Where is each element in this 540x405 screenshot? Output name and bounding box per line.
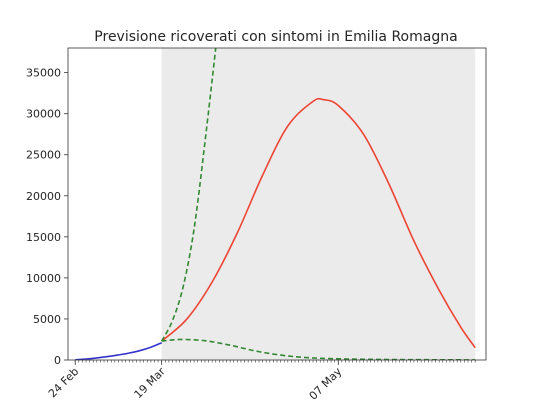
plot-area: 0 5000 10000 15000 20000 25000 30000 35000 24 Fe…: [26, 47, 487, 403]
y-tick-label: 10000: [26, 272, 61, 285]
y-tick-label: 35000: [26, 67, 61, 80]
series-line-3: [161, 338, 476, 360]
series-line-0: [75, 342, 162, 360]
series-line-1: [161, 97, 476, 349]
x-tick-label: 19 Mar: [132, 365, 169, 402]
x-tick-label: 24 Feb: [46, 365, 81, 400]
series-line-2: [160, 48, 217, 342]
y-tick-label: 20000: [26, 190, 61, 203]
chart-title: Previsione ricoverati con sintomi in Emi…: [94, 29, 457, 45]
y-tick-label: 25000: [26, 149, 61, 162]
y-tick-label: 5000: [33, 313, 61, 326]
forecast-shaded-region: [161, 48, 476, 360]
x-tick-label: 07 May: [307, 365, 345, 403]
y-tick-label: 15000: [26, 231, 61, 244]
series-group: [75, 48, 476, 360]
y-tick-label: 30000: [26, 108, 61, 121]
y-tick-label: 0: [54, 354, 61, 367]
